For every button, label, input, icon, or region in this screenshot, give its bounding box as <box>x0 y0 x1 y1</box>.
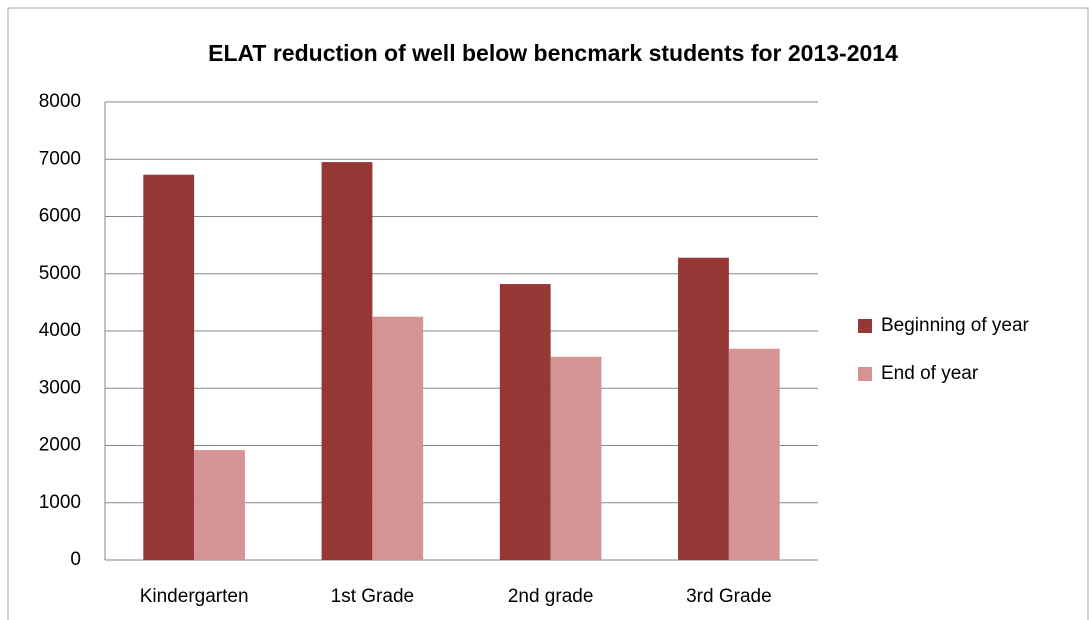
legend-label: End of year <box>881 363 979 384</box>
y-tick-label: 3000 <box>39 377 81 398</box>
y-tick-label: 1000 <box>39 492 81 513</box>
bar <box>372 316 424 560</box>
y-tick-label: 2000 <box>39 435 81 456</box>
y-tick-label: 7000 <box>39 148 81 169</box>
y-tick-label: 8000 <box>39 91 81 112</box>
legend-swatch <box>858 367 872 381</box>
legend-label: Beginning of year <box>881 315 1030 336</box>
x-tick-label: 2nd grade <box>508 586 594 607</box>
bar <box>550 356 602 560</box>
legend-swatch <box>858 319 872 333</box>
chart-title: ELAT reduction of well below bencmark st… <box>208 40 898 66</box>
bar <box>728 348 780 560</box>
y-tick-label: 6000 <box>39 206 81 227</box>
x-tick-label: 3rd Grade <box>686 586 772 607</box>
bar <box>143 174 195 560</box>
bar <box>499 284 551 560</box>
bar <box>321 162 373 561</box>
x-tick-label: Kindergarten <box>140 586 249 607</box>
bar <box>194 450 245 560</box>
bar <box>678 257 729 560</box>
y-tick-label: 0 <box>70 549 81 570</box>
x-tick-label: 1st Grade <box>331 586 414 607</box>
y-tick-label: 5000 <box>39 263 81 284</box>
y-tick-label: 4000 <box>39 320 81 341</box>
